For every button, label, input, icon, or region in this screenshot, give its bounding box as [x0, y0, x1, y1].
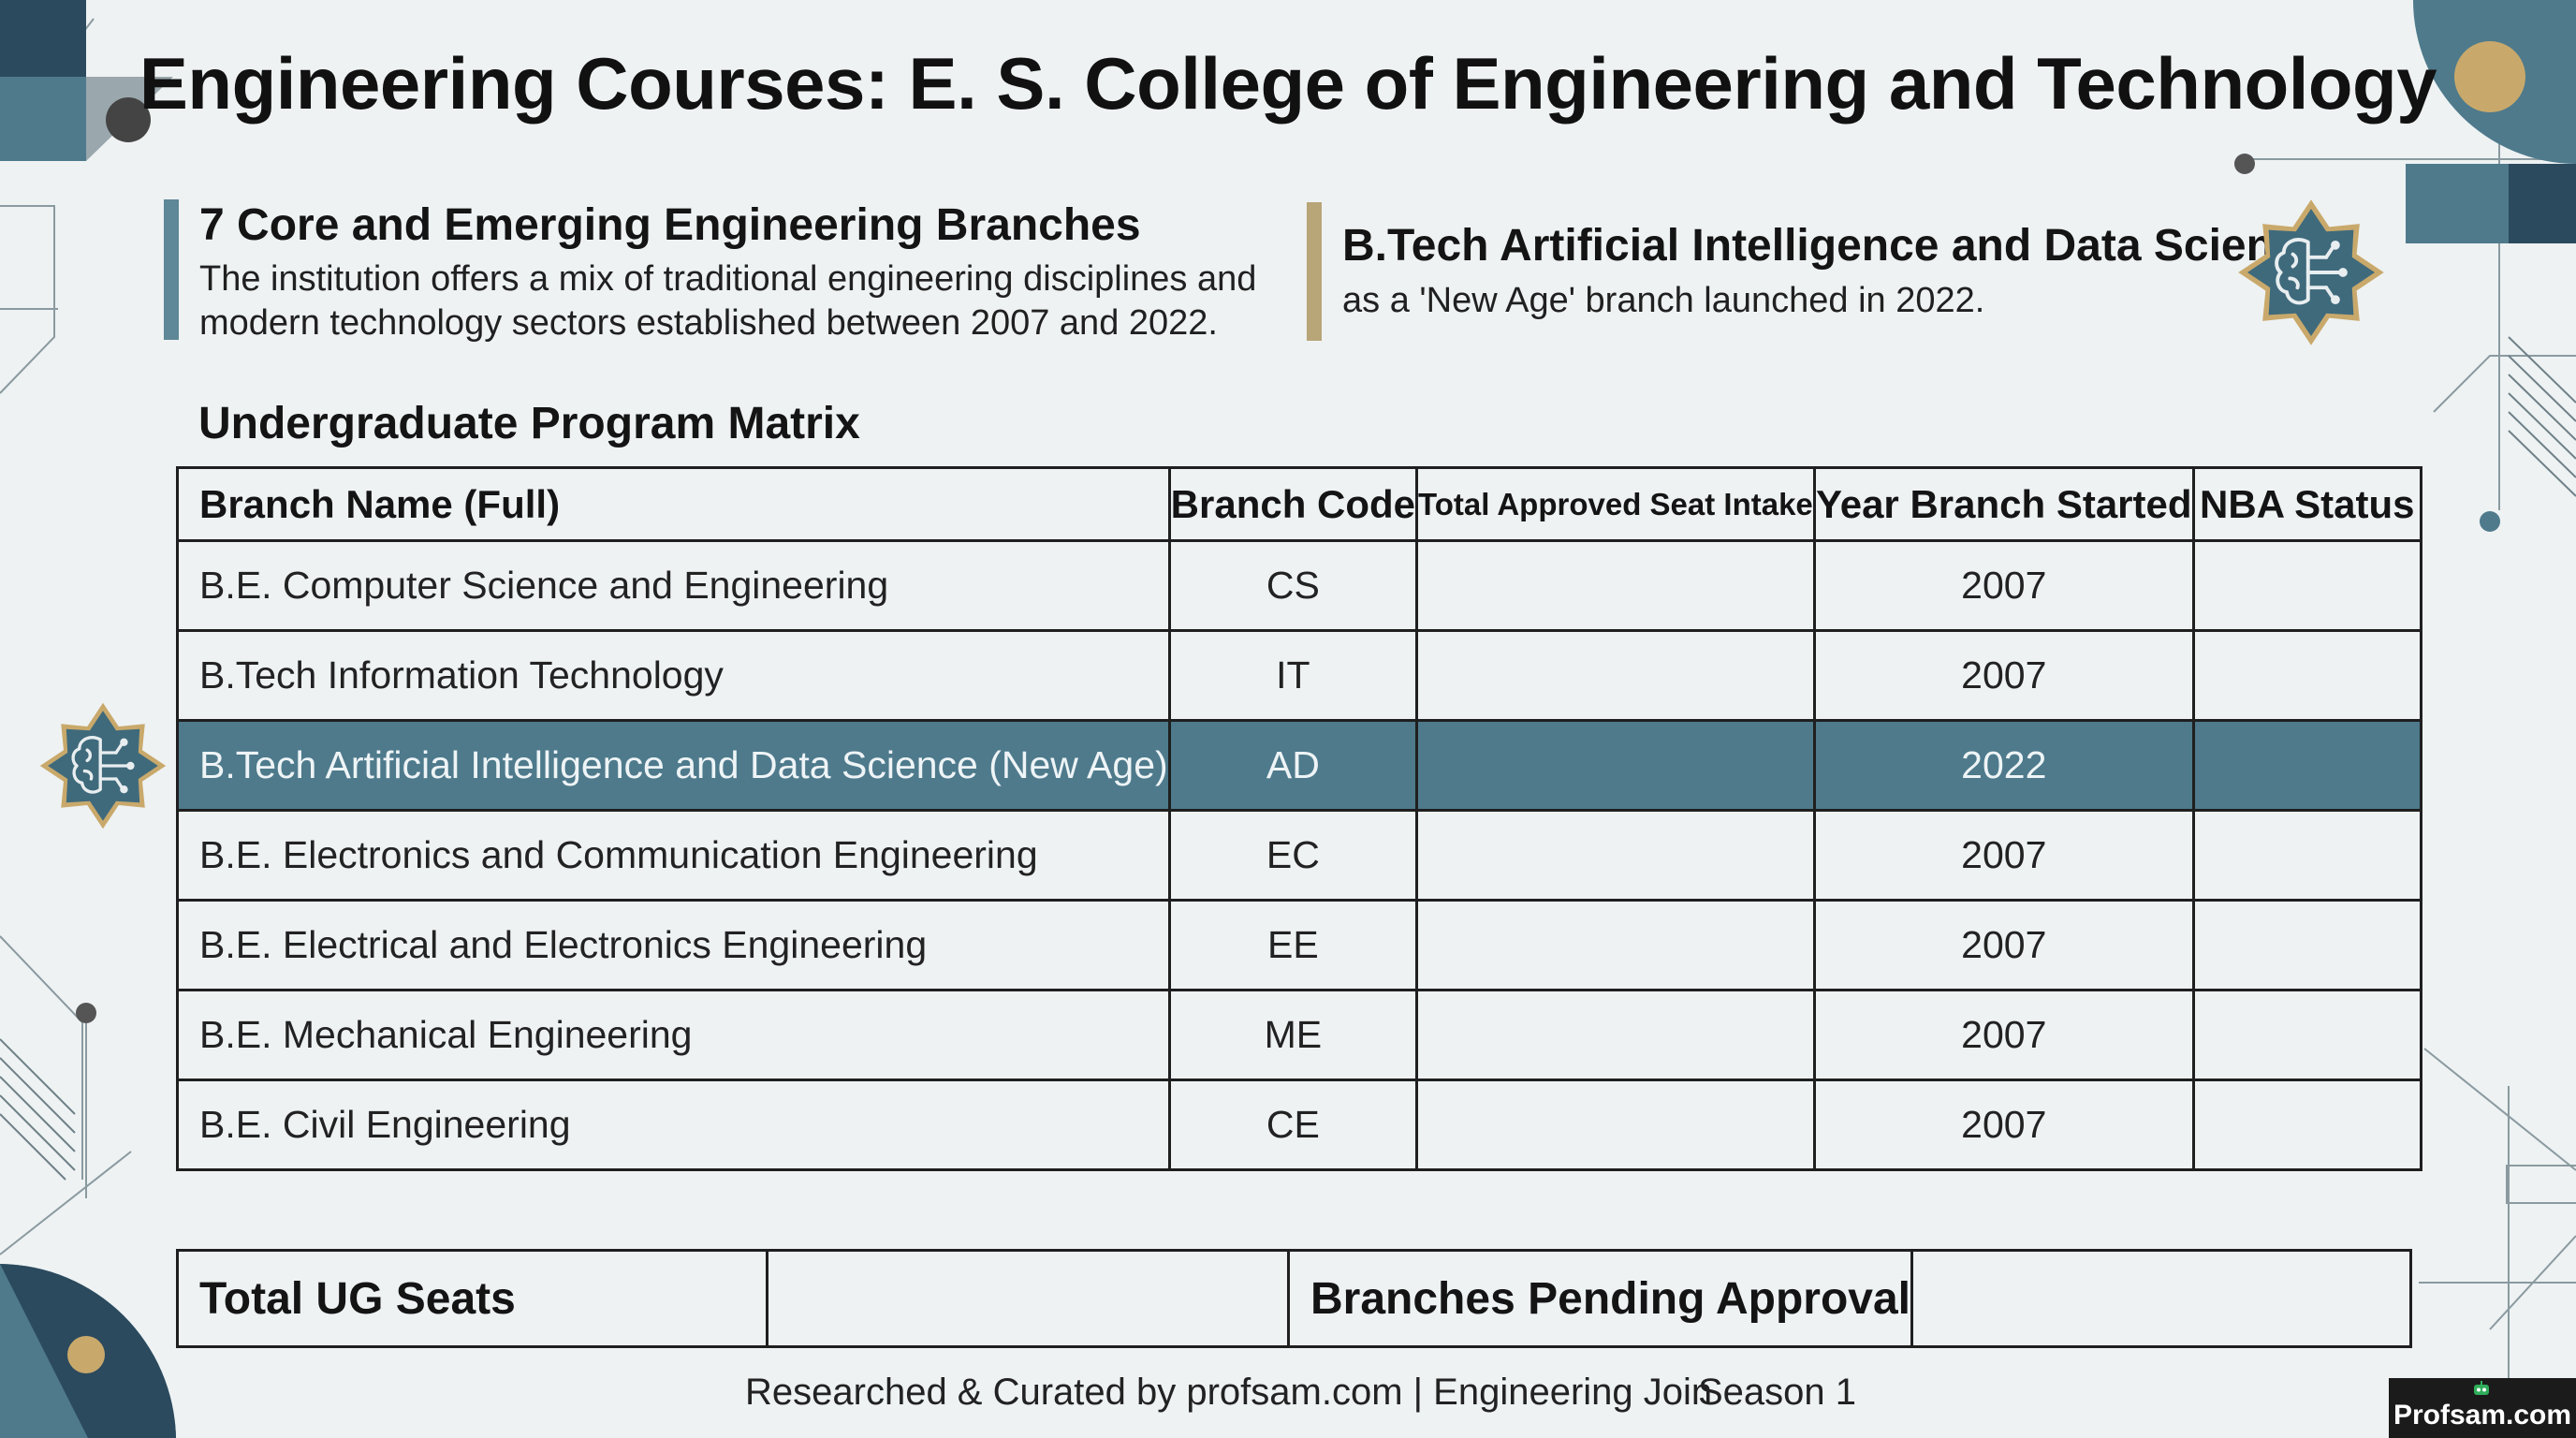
branches-summary-text: The institution offers a mix of traditio… [199, 257, 1256, 345]
year-started-cell: 2007 [1812, 809, 2195, 902]
program-matrix-title: Undergraduate Program Matrix [198, 399, 860, 448]
year-started-cell: 2007 [1812, 629, 2195, 722]
total-ug-seats-value [766, 1249, 1290, 1348]
brain-circuit-icon [2238, 199, 2384, 345]
seat-intake-cell [1415, 809, 1816, 902]
nba-status-cell [2191, 629, 2422, 722]
column-header-branch-name: Branch Name (Full) [176, 466, 1171, 542]
footer-season: Season 1 [1698, 1372, 1857, 1413]
branches-pending-value [1910, 1249, 2413, 1348]
table-row: B.E. Civil Engineering CE 2007 [176, 1078, 2422, 1171]
page-title: Engineering Courses: E. S. College of En… [139, 42, 2437, 125]
new-age-callout: B.Tech Artificial Intelligence and Data … [1307, 202, 2323, 341]
totals-table: Total UG Seats Branches Pending Approval [176, 1249, 2413, 1348]
table-row: B.E. Electrical and Electronics Engineer… [176, 899, 2422, 991]
year-started-cell: 2007 [1812, 899, 2195, 991]
brain-circuit-icon [39, 702, 167, 829]
year-started-cell: 2007 [1812, 539, 2195, 632]
watermark-text: Profsam.com [2393, 1400, 2572, 1431]
new-age-text: as a 'New Age' branch launched in 2022. [1342, 281, 1985, 320]
branch-code-cell: EE [1167, 899, 1419, 991]
nba-status-cell [2191, 1078, 2422, 1171]
table-row: B.E. Electronics and Communication Engin… [176, 809, 2422, 902]
nba-status-cell [2191, 719, 2422, 812]
nba-status-cell [2191, 989, 2422, 1081]
column-header-seat-intake: Total Approved Seat Intake [1415, 466, 1816, 542]
year-started-cell: 2022 [1812, 719, 2195, 812]
branches-summary: 7 Core and Emerging Engineering Branches… [164, 199, 1287, 343]
watermark-badge: Profsam.com [2389, 1378, 2576, 1438]
totals-row: Total UG Seats Branches Pending Approval [176, 1249, 2413, 1348]
robot-icon [2474, 1381, 2489, 1395]
seat-intake-cell [1415, 539, 1816, 632]
branch-name-cell: B.E. Electronics and Communication Engin… [176, 809, 1171, 902]
branch-code-cell: IT [1167, 629, 1419, 722]
branch-name-cell: B.E. Electrical and Electronics Engineer… [176, 899, 1171, 991]
branch-code-cell: EC [1167, 809, 1419, 902]
program-matrix-table: Branch Name (Full) Branch Code Total App… [176, 466, 2422, 1171]
branches-pending-label: Branches Pending Approval [1286, 1249, 1914, 1348]
nba-status-cell [2191, 809, 2422, 902]
seat-intake-cell [1415, 719, 1816, 812]
branch-code-cell: ME [1167, 989, 1419, 1081]
year-started-cell: 2007 [1812, 1078, 2195, 1171]
branch-code-cell: AD [1167, 719, 1419, 812]
branch-name-cell: B.Tech Artificial Intelligence and Data … [176, 719, 1171, 812]
accent-bar [1307, 202, 1322, 341]
nba-status-cell [2191, 899, 2422, 991]
new-age-heading: B.Tech Artificial Intelligence and Data … [1342, 221, 2324, 271]
summary-line: modern technology sectors established be… [199, 303, 1218, 343]
table-header-row: Branch Name (Full) Branch Code Total App… [176, 466, 2422, 542]
table-row-highlighted: B.Tech Artificial Intelligence and Data … [176, 719, 2422, 812]
seat-intake-cell [1415, 629, 1816, 722]
table-row: B.E. Computer Science and Engineering CS… [176, 539, 2422, 632]
branch-name-cell: B.E. Computer Science and Engineering [176, 539, 1171, 632]
column-header-year-started: Year Branch Started [1812, 466, 2195, 542]
year-started-cell: 2007 [1812, 989, 2195, 1081]
column-header-nba-status: NBA Status [2191, 466, 2422, 542]
accent-bar [164, 199, 179, 340]
branches-summary-heading: 7 Core and Emerging Engineering Branches [199, 200, 1141, 250]
branch-name-cell: B.E. Civil Engineering [176, 1078, 1171, 1171]
column-header-branch-code: Branch Code [1167, 466, 1419, 542]
table-row: B.Tech Information Technology IT 2007 [176, 629, 2422, 722]
total-ug-seats-label: Total UG Seats [176, 1249, 768, 1348]
branch-name-cell: B.Tech Information Technology [176, 629, 1171, 722]
table-row: B.E. Mechanical Engineering ME 2007 [176, 989, 2422, 1081]
seat-intake-cell [1415, 899, 1816, 991]
summary-line: The institution offers a mix of traditio… [199, 259, 1257, 299]
footer-credit: Researched & Curated by profsam.com | En… [745, 1372, 1713, 1413]
seat-intake-cell [1415, 1078, 1816, 1171]
branch-code-cell: CE [1167, 1078, 1419, 1171]
branch-name-cell: B.E. Mechanical Engineering [176, 989, 1171, 1081]
nba-status-cell [2191, 539, 2422, 632]
seat-intake-cell [1415, 989, 1816, 1081]
branch-code-cell: CS [1167, 539, 1419, 632]
